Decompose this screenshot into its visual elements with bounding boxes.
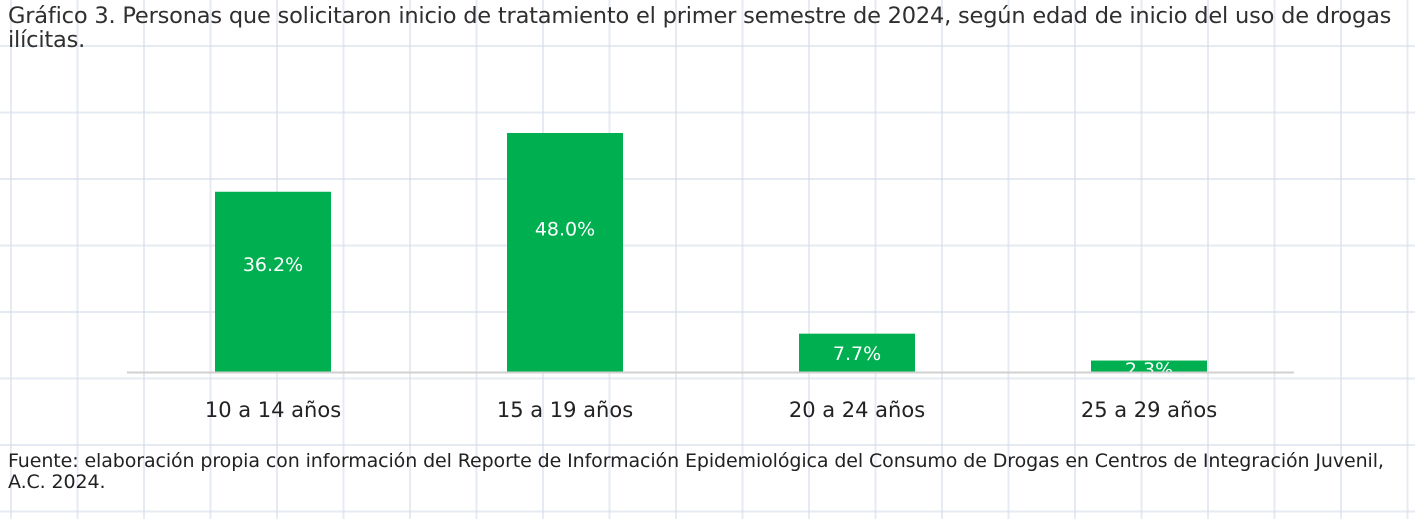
data-label-1: 36.2% <box>243 254 303 276</box>
bar-3 <box>799 333 915 372</box>
data-label-2: 48.0% <box>535 219 595 241</box>
chart-title: Gráfico 3. Personas que solicitaron inic… <box>8 3 1392 53</box>
data-label-3: 7.7% <box>833 343 881 365</box>
data-label-4: 2.3% <box>1125 359 1173 381</box>
bar-2 <box>507 133 623 372</box>
x-tick-label-4: 25 a 29 años <box>1081 398 1217 422</box>
bar-1 <box>215 191 331 372</box>
x-tick-label-2: 15 a 19 años <box>497 398 633 422</box>
source-note: Fuente: elaboración propia con informaci… <box>8 450 1384 493</box>
bar-4 <box>1091 360 1207 372</box>
x-tick-label-1: 10 a 14 años <box>205 398 341 422</box>
x-tick-label-3: 20 a 24 años <box>789 398 925 422</box>
